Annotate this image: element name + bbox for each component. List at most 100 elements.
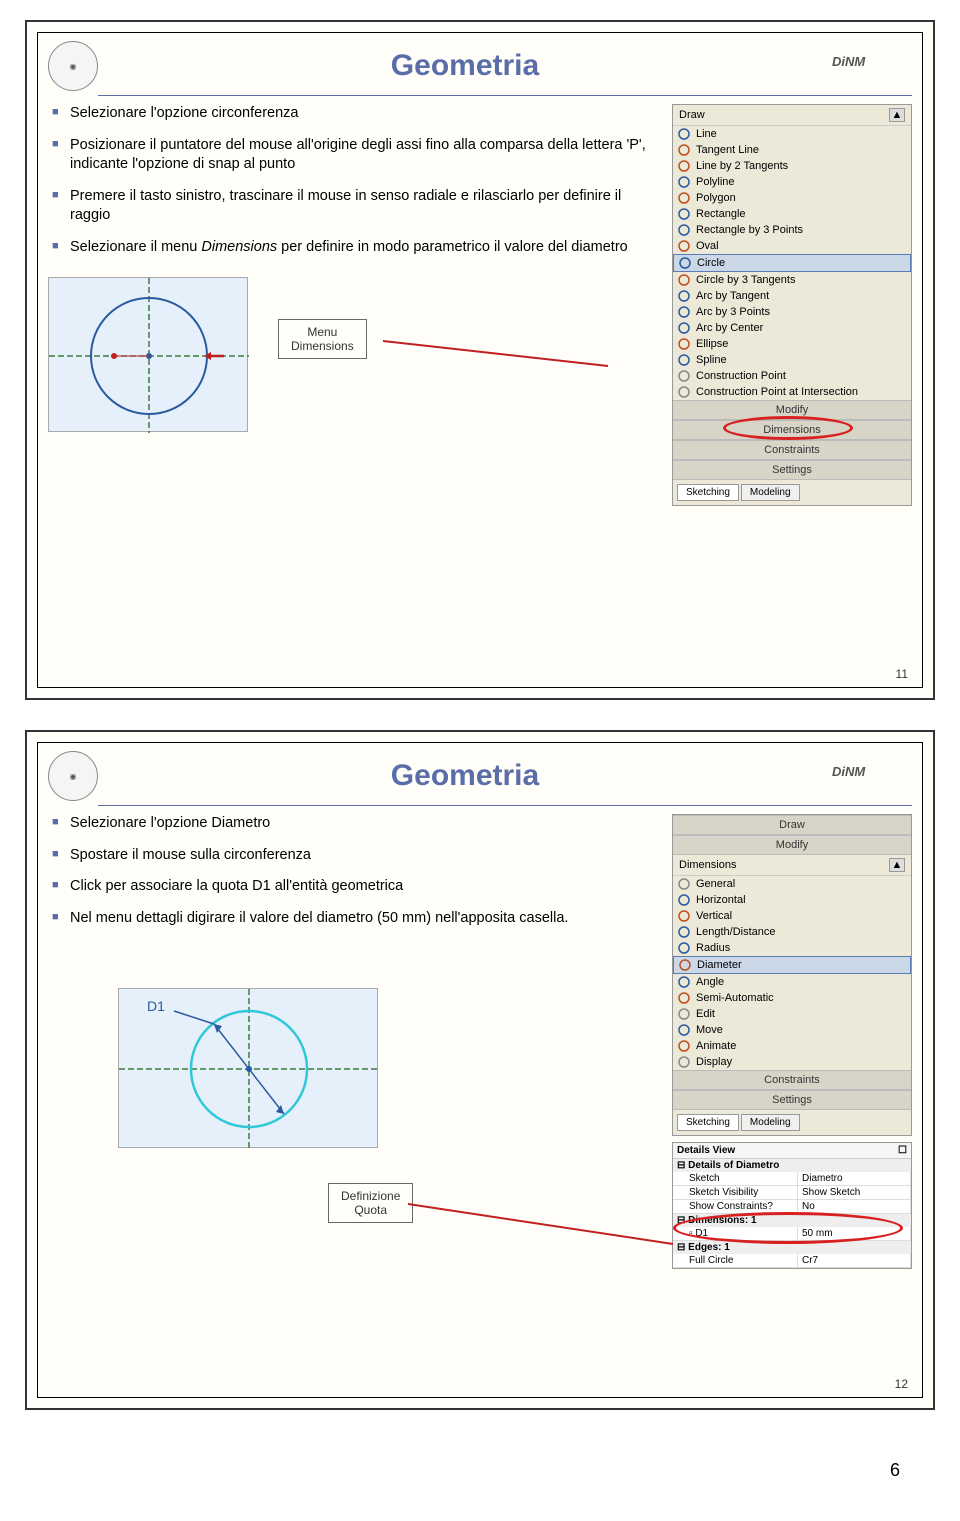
tool-arc-by-center[interactable]: Arc by Center bbox=[673, 320, 911, 336]
tool-animate[interactable]: Animate bbox=[673, 1038, 911, 1054]
header: ◉ Geometria DiNM bbox=[38, 743, 922, 805]
tool-length-distance[interactable]: Length/Distance bbox=[673, 924, 911, 940]
left-column: Selezionare l'opzione Diametro Spostare … bbox=[48, 814, 662, 1269]
panel-header-dimensions[interactable]: Dimensions ▲ bbox=[673, 855, 911, 876]
header-rule bbox=[98, 95, 912, 96]
tabs: Sketching Modeling bbox=[673, 1110, 911, 1135]
slide-title: Geometria bbox=[98, 759, 832, 793]
tool-icon bbox=[677, 893, 691, 907]
tool-move[interactable]: Move bbox=[673, 1022, 911, 1038]
tool-label: Spline bbox=[696, 354, 727, 366]
tool-icon bbox=[677, 207, 691, 221]
tool-icon bbox=[677, 289, 691, 303]
bullet-3: Premere il tasto sinistro, trascinare il… bbox=[48, 187, 662, 226]
scroll-up-icon[interactable]: ▲ bbox=[889, 858, 905, 872]
slide-inner: ◉ Geometria DiNM Selezionare l'opzione D… bbox=[37, 742, 923, 1398]
tool-rectangle[interactable]: Rectangle bbox=[673, 206, 911, 222]
details-row: SketchDiametro bbox=[673, 1172, 911, 1186]
bullet-list: Selezionare l'opzione Diametro Spostare … bbox=[48, 814, 662, 928]
tool-label: Line by 2 Tangents bbox=[696, 160, 788, 172]
tool-line[interactable]: Line bbox=[673, 126, 911, 142]
tool-icon bbox=[677, 127, 691, 141]
tool-icon bbox=[677, 273, 691, 287]
tool-construction-point-at-intersection[interactable]: Construction Point at Intersection bbox=[673, 384, 911, 400]
details-header: Details View☐ bbox=[673, 1143, 911, 1159]
tool-label: Construction Point at Intersection bbox=[696, 386, 858, 398]
tool-label: Rectangle by 3 Points bbox=[696, 224, 803, 236]
tool-label: Move bbox=[696, 1024, 723, 1036]
tool-arc-by-3-points[interactable]: Arc by 3 Points bbox=[673, 304, 911, 320]
tool-icon bbox=[677, 1055, 691, 1069]
scroll-up-icon[interactable]: ▲ bbox=[889, 108, 905, 122]
section-settings[interactable]: Settings bbox=[673, 460, 911, 480]
tool-circle-by-3-tangents[interactable]: Circle by 3 Tangents bbox=[673, 272, 911, 288]
tab-modeling[interactable]: Modeling bbox=[741, 484, 800, 501]
tool-rectangle-by-3-points[interactable]: Rectangle by 3 Points bbox=[673, 222, 911, 238]
section-settings[interactable]: Settings bbox=[673, 1090, 911, 1110]
page-number: 6 bbox=[20, 1440, 940, 1501]
tool-arc-by-tangent[interactable]: Arc by Tangent bbox=[673, 288, 911, 304]
tool-label: Animate bbox=[696, 1040, 736, 1052]
tool-label: Rectangle bbox=[696, 208, 746, 220]
tool-icon bbox=[677, 191, 691, 205]
panel-header-draw[interactable]: Draw ▲ bbox=[673, 105, 911, 126]
tool-label: Semi-Automatic bbox=[696, 992, 774, 1004]
tool-label: Arc by Tangent bbox=[696, 290, 769, 302]
tool-label: Circle bbox=[697, 257, 725, 269]
tool-polygon[interactable]: Polygon bbox=[673, 190, 911, 206]
italic-word: Dimensions bbox=[201, 239, 277, 255]
tool-construction-point[interactable]: Construction Point bbox=[673, 368, 911, 384]
tabs: Sketching Modeling bbox=[673, 480, 911, 505]
tool-horizontal[interactable]: Horizontal bbox=[673, 892, 911, 908]
highlight-oval bbox=[723, 416, 853, 440]
d1-label: D1 bbox=[147, 998, 165, 1014]
right-column: Draw ▲ Line Tangent Line Line by 2 Tangent… bbox=[672, 104, 912, 506]
circle-preview-2: D1 bbox=[118, 988, 378, 1148]
logo-left: ◉ bbox=[48, 751, 98, 801]
tool-icon bbox=[677, 239, 691, 253]
section-constraints[interactable]: Constraints bbox=[673, 440, 911, 460]
tool-circle[interactable]: Circle bbox=[673, 254, 911, 272]
tool-label: Vertical bbox=[696, 910, 732, 922]
tool-radius[interactable]: Radius bbox=[673, 940, 911, 956]
bullet-list: Selezionare l'opzione circonferenza Posi… bbox=[48, 104, 662, 257]
tool-icon bbox=[677, 385, 691, 399]
tool-spline[interactable]: Spline bbox=[673, 352, 911, 368]
tool-icon bbox=[677, 941, 691, 955]
tab-modeling[interactable]: Modeling bbox=[741, 1114, 800, 1131]
header-rule bbox=[98, 805, 912, 806]
tool-edit[interactable]: Edit bbox=[673, 1006, 911, 1022]
tool-label: Polygon bbox=[696, 192, 736, 204]
tab-sketching[interactable]: Sketching bbox=[677, 484, 739, 501]
slide-2: ◉ Geometria DiNM Selezionare l'opzione D… bbox=[25, 730, 935, 1410]
circle-preview bbox=[48, 277, 248, 432]
bullet-2: Spostare il mouse sulla circonferenza bbox=[48, 846, 662, 866]
tool-oval[interactable]: Oval bbox=[673, 238, 911, 254]
tool-vertical[interactable]: Vertical bbox=[673, 908, 911, 924]
tool-icon bbox=[677, 353, 691, 367]
tool-tangent-line[interactable]: Tangent Line bbox=[673, 142, 911, 158]
tool-icon bbox=[677, 909, 691, 923]
tool-label: Oval bbox=[696, 240, 719, 252]
section-modify[interactable]: Modify bbox=[673, 835, 911, 855]
tool-label: Radius bbox=[696, 942, 730, 954]
slide-inner: ◉ Geometria DiNM Selezionare l'opzione c… bbox=[37, 32, 923, 688]
tool-semi-automatic[interactable]: Semi-Automatic bbox=[673, 990, 911, 1006]
tool-label: Line bbox=[696, 128, 717, 140]
tool-display[interactable]: Display bbox=[673, 1054, 911, 1070]
section-constraints[interactable]: Constraints bbox=[673, 1070, 911, 1090]
tab-sketching[interactable]: Sketching bbox=[677, 1114, 739, 1131]
bullet-3: Click per associare la quota D1 all'enti… bbox=[48, 877, 662, 897]
section-draw[interactable]: Draw bbox=[673, 815, 911, 835]
tool-diameter[interactable]: Diameter bbox=[673, 956, 911, 974]
tool-icon bbox=[677, 1007, 691, 1021]
tool-ellipse[interactable]: Ellipse bbox=[673, 336, 911, 352]
tool-general[interactable]: General bbox=[673, 876, 911, 892]
logo-right: DiNM bbox=[832, 54, 912, 79]
tool-label: Diameter bbox=[697, 959, 742, 971]
tool-angle[interactable]: Angle bbox=[673, 974, 911, 990]
tool-icon bbox=[677, 1039, 691, 1053]
tool-line-by-2-tangents[interactable]: Line by 2 Tangents bbox=[673, 158, 911, 174]
tool-polyline[interactable]: Polyline bbox=[673, 174, 911, 190]
tool-label: Construction Point bbox=[696, 370, 786, 382]
